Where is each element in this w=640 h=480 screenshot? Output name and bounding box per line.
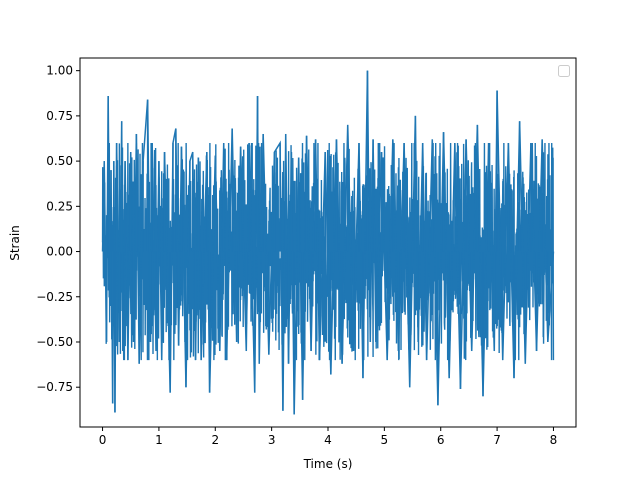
x-tick-label: 7 [493, 433, 501, 447]
y-axis: −0.75 −0.50 −0.25 0.00 0.25 0.50 0.75 1.00 [36, 64, 80, 394]
x-tick-label: 4 [324, 433, 332, 447]
x-tick-label: 3 [268, 433, 276, 447]
y-tick-label: 0.50 [46, 154, 73, 168]
series-noise-line [101, 143, 555, 361]
y-tick-label: 0.25 [46, 199, 73, 213]
series-line [101, 70, 555, 415]
x-tick-label: 1 [155, 433, 163, 447]
x-tick-label: 5 [381, 433, 389, 447]
y-tick-label: 0.00 [46, 245, 73, 259]
x-axis-label: Time (s) [303, 457, 353, 471]
x-tick-label: 6 [437, 433, 445, 447]
y-tick-label: 1.00 [46, 64, 73, 78]
x-tick-label: 2 [211, 433, 219, 447]
y-tick-label: −0.75 [36, 380, 73, 394]
series-layer [101, 70, 555, 415]
y-axis-label: Strain [8, 225, 22, 261]
y-tick-label: −0.50 [36, 335, 73, 349]
x-tick-label: 0 [99, 433, 107, 447]
y-tick-label: −0.25 [36, 290, 73, 304]
y-tick-label: 0.75 [46, 109, 73, 123]
x-axis: 0 1 2 3 4 5 6 7 8 [99, 427, 558, 447]
legend-box [558, 65, 570, 77]
series-line-group [101, 70, 555, 415]
x-tick-label: 8 [550, 433, 558, 447]
